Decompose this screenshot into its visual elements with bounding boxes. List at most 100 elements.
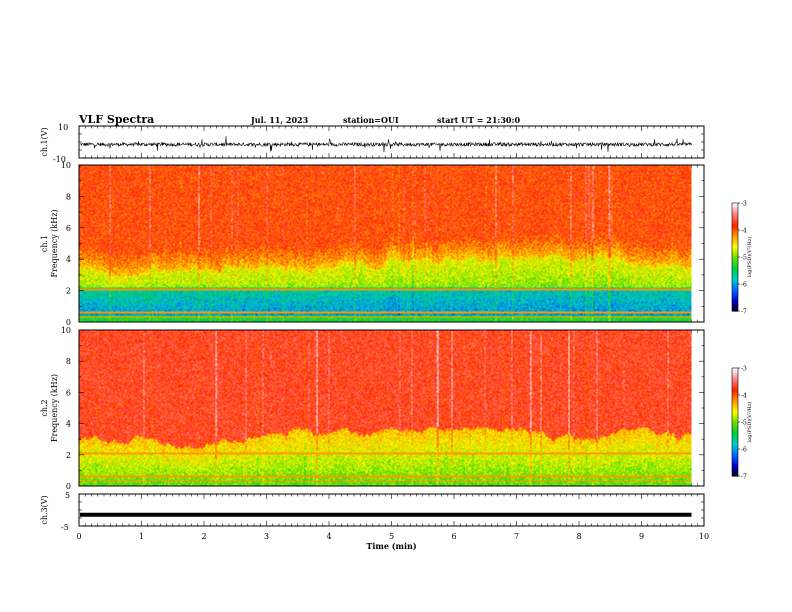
- colorbar-swatch: [732, 440, 738, 443]
- colorbar-swatch: [732, 461, 738, 464]
- colorbar-swatch: [732, 382, 738, 385]
- colorbar-swatch: [732, 456, 738, 459]
- colorbar-swatch: [732, 273, 738, 276]
- colorbar-swatch: [732, 253, 738, 256]
- y-tick-label: 10: [61, 161, 71, 170]
- colorbar-swatch: [732, 369, 738, 373]
- colorbar-swatch: [732, 237, 738, 240]
- colorbar-swatch: [732, 409, 738, 412]
- colorbar-swatch: [732, 467, 738, 470]
- colorbar-swatch: [732, 450, 738, 454]
- x-axis-label: Time (min): [366, 541, 416, 551]
- colorbar-swatch: [732, 260, 738, 263]
- colorbar-swatch: [732, 262, 738, 265]
- colorbar-swatch: [732, 269, 738, 272]
- colorbar-swatch: [732, 459, 738, 463]
- x-tick-label: 6: [451, 532, 456, 541]
- colorbar-swatch: [732, 228, 738, 231]
- x-tick-label: 0: [76, 532, 81, 541]
- colorbar-swatch: [732, 425, 738, 428]
- colorbar-swatch: [732, 445, 738, 448]
- colorbar-swatch: [732, 411, 738, 414]
- colorbar-swatch: [732, 458, 738, 461]
- y-tick-label: 6: [66, 224, 71, 233]
- colorbar-swatch: [732, 217, 738, 220]
- colorbar-swatch: [732, 296, 738, 299]
- y-tick-label: 2: [66, 287, 71, 296]
- colorbar-swatch: [732, 465, 738, 468]
- colorbar-swatch: [732, 212, 738, 215]
- colorbar-swatch: [732, 287, 738, 290]
- colorbar-swatch: [732, 255, 738, 258]
- colorbar-swatch: [732, 276, 738, 280]
- y-axis-label-frequency: Frequency (kHz): [50, 374, 59, 442]
- colorbar-tick-label: -7: [741, 474, 747, 481]
- ch1-colorbar: -3 -4 -5 -6 -7 log(PSD)(V²/Hz): [731, 201, 753, 316]
- colorbar-swatch: [732, 443, 738, 446]
- colorbar-swatch: [732, 400, 738, 403]
- y-axis-label: ch.1(V): [40, 127, 49, 156]
- colorbar-swatch: [732, 208, 738, 211]
- colorbar-swatch: [732, 384, 738, 387]
- colorbar-swatch: [732, 395, 738, 398]
- colorbar-swatch: [732, 294, 738, 298]
- colorbar-swatch: [732, 233, 738, 236]
- colorbar-swatch: [732, 434, 738, 437]
- colorbar-swatch: [732, 416, 738, 419]
- colorbar-swatch: [732, 244, 738, 247]
- colorbar-swatch: [732, 386, 738, 389]
- colorbar-swatch: [732, 389, 738, 392]
- spectrogram-image: [79, 330, 692, 486]
- spectrogram-image: [79, 165, 692, 322]
- colorbar-swatch: [732, 309, 738, 312]
- y-tick-label: 2: [66, 451, 71, 460]
- y-axis-label-frequency: Frequency (kHz): [50, 209, 59, 277]
- colorbar-swatch: [732, 368, 738, 371]
- colorbar-swatch: [732, 305, 738, 308]
- x-tick-label: 4: [326, 532, 331, 541]
- y-tick-label: 5: [65, 491, 70, 500]
- colorbar-swatch: [732, 307, 738, 310]
- colorbar-swatch: [732, 246, 738, 249]
- colorbar-swatch: [732, 387, 738, 391]
- colorbar-swatch: [732, 240, 738, 244]
- colorbar-swatch: [732, 429, 738, 432]
- colorbar-swatch: [732, 257, 738, 260]
- colorbar-swatch: [732, 441, 738, 445]
- colorbar-swatch: [732, 231, 738, 235]
- colorbar-swatch: [732, 264, 738, 267]
- colorbar-swatch: [732, 420, 738, 423]
- colorbar-swatch: [732, 230, 738, 233]
- y-tick-label: 10: [61, 326, 71, 335]
- colorbar-swatch: [732, 393, 738, 396]
- colorbar-swatch: [732, 427, 738, 430]
- colorbar-swatch: [732, 452, 738, 455]
- colorbar-tick-label: -4: [741, 393, 747, 400]
- colorbar-swatch: [732, 438, 738, 441]
- colorbar-swatch: [732, 206, 738, 209]
- colorbar-label: log(PSD)(V²/Hz): [746, 402, 753, 443]
- y-axis-label: ch.3(V): [40, 495, 49, 524]
- y-tick-label: 4: [66, 420, 71, 429]
- y-tick-label: -5: [61, 523, 69, 532]
- colorbar-swatch: [732, 248, 738, 251]
- colorbar-swatch: [732, 215, 738, 218]
- colorbar-swatch: [732, 219, 738, 222]
- station-label: station=OUI: [343, 115, 399, 125]
- colorbar-swatch: [732, 226, 738, 229]
- colorbar-swatch: [732, 375, 738, 378]
- colorbar-swatch: [732, 258, 738, 262]
- colorbar-swatch: [732, 472, 738, 475]
- colorbar-swatch: [732, 291, 738, 294]
- colorbar-swatch: [732, 289, 738, 292]
- x-tick-label: 10: [699, 532, 709, 541]
- colorbar-swatch: [732, 380, 738, 383]
- y-axis-label-channel: ch.2: [40, 399, 49, 416]
- colorbar-swatch: [732, 402, 738, 405]
- colorbar-swatch: [732, 239, 738, 242]
- colorbar-swatch: [732, 378, 738, 382]
- colorbar-swatch: [732, 396, 738, 400]
- colorbar-swatch: [732, 267, 738, 271]
- y-tick-label: 8: [66, 192, 71, 201]
- colorbar-label: log(PSD)(V²/Hz): [746, 237, 753, 278]
